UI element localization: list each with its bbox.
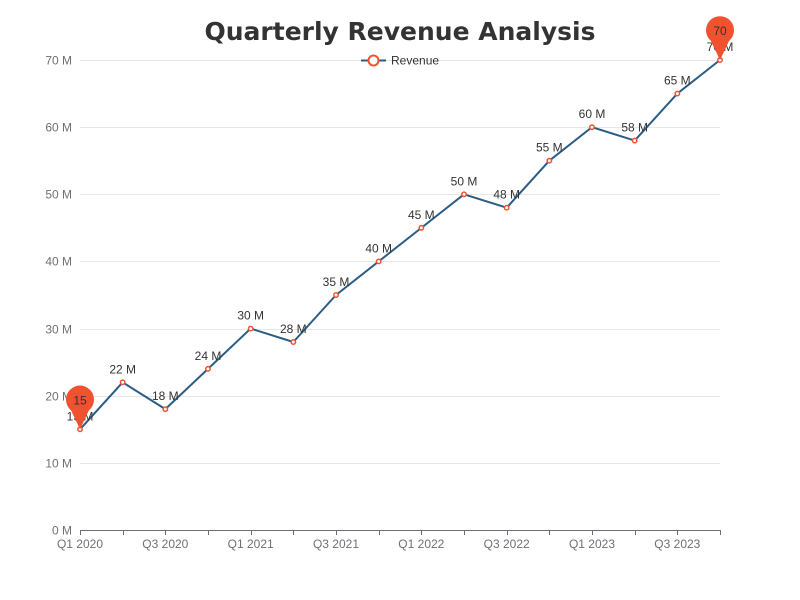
- data-point[interactable]: [674, 90, 681, 97]
- label-layer: 15 M22 M18 M24 M30 M28 M35 M40 M45 M50 M…: [67, 40, 734, 423]
- max-pin-marker[interactable]: [706, 16, 734, 60]
- y-tick-label: 70 M: [45, 54, 72, 68]
- x-tick-label: Q3 2022: [484, 537, 530, 551]
- series-line-revenue: [79, 59, 721, 430]
- min-pin-marker[interactable]: [66, 385, 94, 430]
- data-label: 58 M: [621, 121, 648, 135]
- data-point[interactable]: [546, 157, 553, 164]
- data-label: 60 M: [579, 107, 606, 121]
- x-tick-label: Q1 2023: [569, 537, 615, 551]
- legend-marker-icon: [367, 54, 380, 67]
- legend-label-revenue: Revenue: [391, 54, 439, 68]
- y-tick-label: 30 M: [45, 323, 72, 337]
- x-tick-label: Q3 2023: [654, 537, 700, 551]
- x-tick-label: Q1 2021: [228, 537, 274, 551]
- y-tick-label: 40 M: [45, 255, 72, 269]
- data-label: 18 M: [152, 389, 179, 403]
- grid-layer: [80, 60, 720, 464]
- data-point[interactable]: [418, 224, 425, 231]
- legend[interactable]: Revenue: [361, 54, 439, 68]
- x-tick-label: Q3 2020: [142, 537, 188, 551]
- data-point[interactable]: [461, 191, 467, 198]
- data-label: 30 M: [237, 309, 264, 323]
- data-point[interactable]: [503, 204, 510, 211]
- max-pin-label: 70: [713, 24, 727, 38]
- chart-title: Quarterly Revenue Analysis: [204, 17, 596, 46]
- data-label: 65 M: [664, 74, 691, 88]
- y-tick-label: 20 M: [45, 390, 72, 404]
- data-label: 35 M: [323, 275, 350, 289]
- y-tick-label: 0 M: [52, 524, 72, 538]
- series-layer: [77, 57, 723, 433]
- data-point[interactable]: [162, 406, 169, 413]
- y-tick-label: 10 M: [45, 457, 72, 471]
- data-label: 55 M: [536, 141, 563, 155]
- x-tick-label: Q1 2020: [57, 537, 103, 551]
- data-point[interactable]: [333, 292, 339, 298]
- axis-layer: 0 M 10 M 20 M 30 M 40 M 50 M 60 M 70 M Q1 2020 Q3…: [45, 54, 721, 551]
- data-point[interactable]: [631, 137, 638, 144]
- data-point[interactable]: [119, 379, 126, 386]
- data-point[interactable]: [290, 339, 297, 345]
- x-tick-label: Q3 2021: [313, 537, 359, 551]
- data-point[interactable]: [375, 258, 382, 265]
- data-label: 28 M: [280, 322, 307, 336]
- data-label: 22 M: [109, 362, 136, 376]
- data-label: 50 M: [451, 174, 478, 188]
- y-tick-label: 60 M: [45, 121, 72, 135]
- data-label: 45 M: [408, 208, 435, 222]
- data-point[interactable]: [589, 124, 595, 131]
- min-pin-label: 15: [73, 393, 87, 407]
- data-label: 24 M: [195, 349, 222, 363]
- x-tick-label: Q1 2022: [398, 537, 444, 551]
- y-tick-label: 50 M: [45, 188, 72, 202]
- data-label: 40 M: [365, 241, 392, 255]
- data-label: 48 M: [493, 188, 520, 202]
- data-point[interactable]: [205, 365, 211, 372]
- data-point[interactable]: [247, 325, 254, 332]
